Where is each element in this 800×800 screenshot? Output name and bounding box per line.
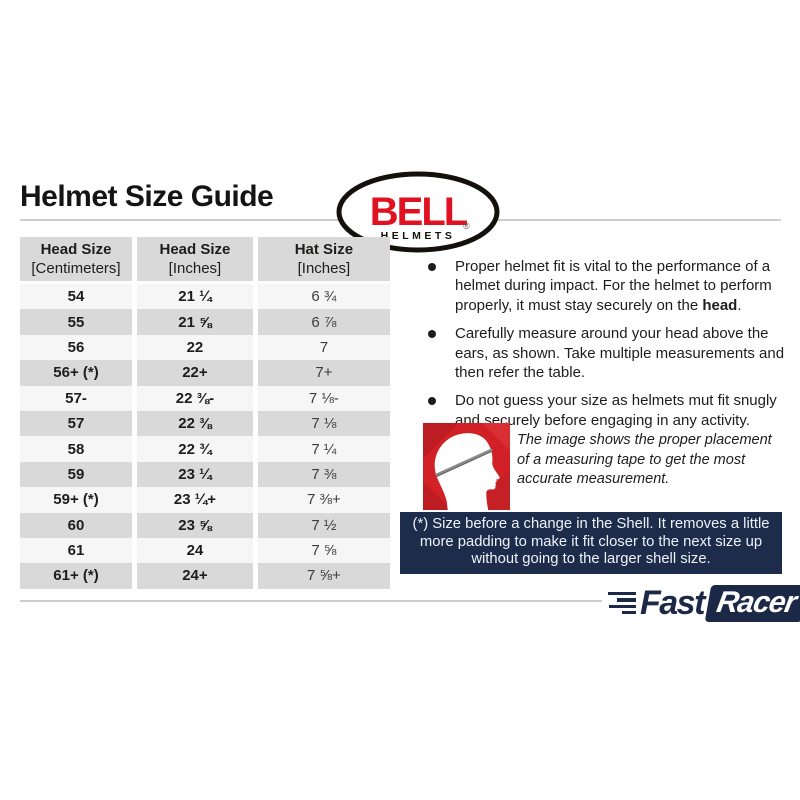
table-cell: 7 ⅝+	[257, 563, 390, 589]
table-cell: 7 ⅜+	[257, 487, 390, 513]
table-cell: 7 ⅛	[257, 410, 390, 437]
table-cell: 60	[20, 512, 132, 538]
table-cell: 54	[20, 284, 132, 310]
table-cell: 7 ⅜	[257, 461, 390, 488]
table-cell: 21 ⅝	[137, 309, 253, 335]
size-table: Head Size [Centimeters] Head Size [Inche…	[20, 237, 390, 589]
bullet-list: Proper helmet fit is vital to the perfor…	[400, 257, 792, 430]
table-header-hat-size-in: Hat Size [Inches]	[257, 237, 390, 284]
table-cell: 7+	[257, 360, 390, 386]
fastracer-fast-text: Fast	[640, 584, 705, 622]
table-cell: 7 ⅛-	[257, 385, 390, 411]
table-cell: 22 ⅜-	[137, 385, 253, 411]
table-cell: 22	[137, 334, 253, 361]
header-line1: Head Size	[159, 241, 231, 258]
table-cell: 6 ⅞	[257, 309, 390, 335]
page-title: Helmet Size Guide	[20, 180, 274, 213]
fit-instructions: Proper helmet fit is vital to the perfor…	[400, 257, 792, 439]
bullet-text: Carefully measure around your head above…	[455, 325, 785, 382]
head-measurement-figure	[423, 423, 510, 510]
bullet-item: Proper helmet fit is vital to the perfor…	[400, 257, 792, 315]
table-cell: 24+	[137, 563, 253, 589]
bullet-item: Carefully measure around your head above…	[400, 324, 792, 382]
table-cell: 23 ¼	[137, 461, 253, 488]
head-tape-icon	[423, 423, 510, 510]
fastracer-racer-box: Racer	[704, 584, 800, 622]
table-cell: 22 ⅜	[137, 410, 253, 437]
speed-lines-icon	[608, 592, 636, 614]
table-cell: 59+ (*)	[20, 487, 132, 513]
table-cell: 7 ¼	[257, 436, 390, 462]
table-cell: 58	[20, 436, 132, 462]
table-cell: 23 ⅝	[137, 512, 253, 538]
header-line1: Hat Size	[294, 241, 354, 258]
footer-divider	[20, 600, 781, 602]
table-header-head-size-in: Head Size [Inches]	[137, 237, 253, 284]
table-cell: 55	[20, 309, 132, 335]
bullet-text: Do not guess your size as helmets mut fi…	[455, 392, 777, 429]
fastracer-logo: Fast Racer	[602, 583, 800, 623]
header-line2: [Inches]	[297, 260, 351, 277]
table-cell: 61	[20, 537, 132, 564]
bell-oval-icon: BELL ® HELMETS	[336, 171, 500, 253]
table-cell: 6 ¾	[257, 284, 390, 310]
bullet-text: Proper helmet fit is vital to the perfor…	[455, 258, 772, 314]
table-cell: 7	[257, 334, 390, 361]
table-cell: 59	[20, 461, 132, 488]
bell-helmets-text: HELMETS	[381, 230, 456, 242]
bullet-text-bold: head	[702, 296, 738, 314]
header-line2: [Centimeters]	[31, 260, 121, 277]
table-cell: 7 ½	[257, 512, 390, 538]
table-cell: 22+	[137, 360, 253, 386]
table-cell: 23 ¼+	[137, 487, 253, 513]
shell-note-box: (*) Size before a change in the Shell. I…	[400, 512, 782, 574]
figure-caption: The image shows the proper placement of …	[517, 432, 772, 488]
table-header-head-size-cm: Head Size [Centimeters]	[20, 237, 132, 284]
bell-helmets-logo: BELL ® HELMETS	[334, 169, 502, 255]
table-cell: 56	[20, 334, 132, 361]
table-cell: 57	[20, 410, 132, 437]
table-cell: 24	[137, 537, 253, 564]
fastracer-racer-text: Racer	[714, 585, 799, 619]
table-cell: 7 ⅝	[257, 537, 390, 564]
header-line1: Head Size	[40, 241, 112, 258]
header-line2: [Inches]	[168, 260, 222, 277]
table-cell: 57-	[20, 385, 132, 411]
bell-brand-text: BELL	[370, 190, 468, 234]
bullet-item: Do not guess your size as helmets mut fi…	[400, 391, 792, 430]
table-cell: 61+ (*)	[20, 563, 132, 589]
table-cell: 21 ¼	[137, 284, 253, 310]
bullet-text: .	[737, 296, 742, 314]
table-cell: 22 ¾	[137, 436, 253, 462]
bell-registered-mark: ®	[463, 221, 470, 231]
table-cell: 56+ (*)	[20, 360, 132, 386]
